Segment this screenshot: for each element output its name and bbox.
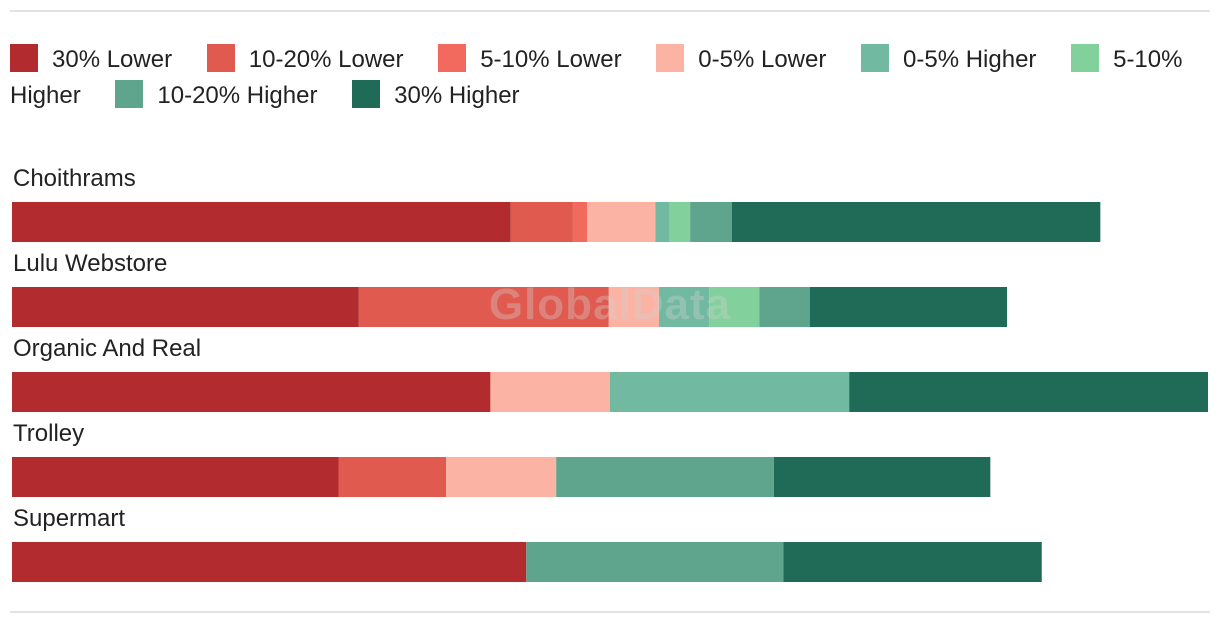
legend-swatch xyxy=(10,44,38,72)
bar-segment xyxy=(773,457,991,497)
category-label: Trolley xyxy=(13,420,84,447)
bar-segment xyxy=(338,457,447,497)
legend-swatch xyxy=(1071,44,1100,72)
legend-label: 30% Higher xyxy=(394,82,520,109)
legend-label: 10-20% Higher xyxy=(157,82,318,109)
legend-item: 5-10% Lower xyxy=(438,44,622,73)
bar-segment xyxy=(655,202,670,242)
top-divider xyxy=(10,10,1210,12)
bar-segment xyxy=(12,542,527,582)
bar-segment xyxy=(690,202,732,242)
category-label: Lulu Webstore xyxy=(13,250,167,277)
legend-swatch xyxy=(438,44,467,72)
legend-label: 0-5% Higher xyxy=(903,46,1037,73)
legend-item: 30% Higher xyxy=(352,80,520,109)
category-label: Supermart xyxy=(13,505,125,532)
legend-item: 0-5% Lower xyxy=(656,44,827,73)
legend-item: 5-10% Higher xyxy=(10,44,1183,109)
bar-segment xyxy=(587,202,656,242)
legend-swatch xyxy=(115,80,144,108)
legend-item: 10-20% Lower xyxy=(206,44,404,73)
legend-label: 10-20% Lower xyxy=(248,46,404,73)
bar-segment xyxy=(608,287,660,327)
legend-label: 30% Lower xyxy=(52,46,173,73)
bar-segment xyxy=(759,287,810,327)
bar-segment xyxy=(849,372,1208,412)
bar-segment xyxy=(12,457,339,497)
bar-segment xyxy=(526,542,784,582)
legend-item: 10-20% Higher xyxy=(115,80,318,109)
bar-segment xyxy=(490,372,610,412)
chart-legend: 30% Lower 10-20% Lower 5-10% Lower 0-5% … xyxy=(10,42,1206,114)
bar-segment xyxy=(12,202,511,242)
legend-swatch xyxy=(206,44,235,72)
legend-label: 5-10% Lower xyxy=(480,46,622,73)
bar-segment xyxy=(610,372,850,412)
legend-item: 0-5% Higher xyxy=(861,44,1037,73)
bar-segment xyxy=(709,287,760,327)
bar-segment xyxy=(669,202,691,242)
bottom-divider xyxy=(10,611,1210,613)
category-label: Organic And Real xyxy=(13,335,201,362)
category-label: Choithrams xyxy=(13,165,136,192)
bar-segment xyxy=(12,287,359,327)
bar-segment xyxy=(783,542,1042,582)
bar-segment xyxy=(809,287,1008,327)
bar-segment xyxy=(446,457,557,497)
legend-item: 30% Lower xyxy=(10,44,173,73)
bar-segment xyxy=(731,202,1101,242)
bar-segment xyxy=(12,372,491,412)
bar-segment xyxy=(510,202,573,242)
bar-segment xyxy=(572,202,588,242)
bar-segment xyxy=(659,287,710,327)
legend-swatch xyxy=(352,80,381,108)
legend-label: 5-10% Higher xyxy=(10,46,1183,109)
legend-label: 0-5% Lower xyxy=(698,46,827,73)
legend-swatch xyxy=(656,44,685,72)
bar-segment xyxy=(358,287,609,327)
legend-swatch xyxy=(861,44,890,72)
bar-segment xyxy=(556,457,774,497)
